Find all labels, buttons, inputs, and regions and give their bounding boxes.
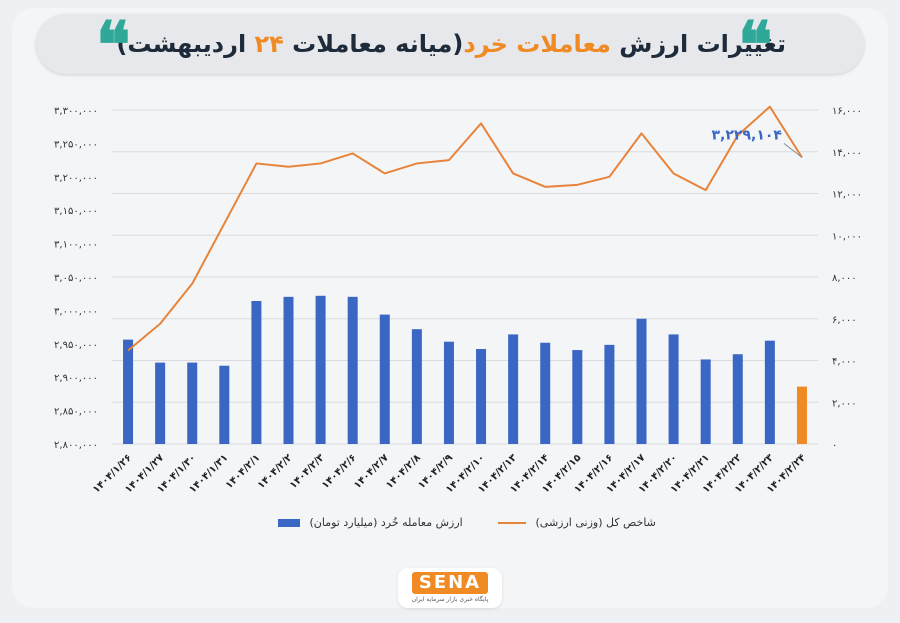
legend-bars-label: ارزش معامله خُرد (میلیارد تومان) bbox=[309, 516, 463, 529]
annotation-leader bbox=[783, 142, 803, 158]
bar bbox=[219, 365, 230, 444]
bar bbox=[476, 349, 487, 444]
tick-label-index-axis: ۳,۰۵۰,۰۰۰ bbox=[54, 273, 98, 284]
tick-label-index-axis: ۲,۹۰۰,۰۰۰ bbox=[54, 373, 98, 384]
tick-label-index-axis: ۳,۲۵۰,۰۰۰ bbox=[54, 139, 98, 150]
logo-subtitle: پایگاه خبری بازار سرمایه ایران bbox=[411, 596, 489, 603]
tick-label-bars-axis: ۰ bbox=[832, 440, 837, 451]
bar bbox=[155, 362, 166, 444]
series-line bbox=[127, 105, 803, 352]
bar bbox=[572, 350, 583, 444]
bar bbox=[668, 334, 679, 444]
sena-logo: SENA پایگاه خبری بازار سرمایه ایران bbox=[398, 568, 502, 608]
legend-bars-swatch bbox=[278, 519, 300, 527]
tick-label-bars-axis: ۱۲,۰۰۰ bbox=[832, 190, 862, 201]
tick-label-index-axis: ۳,۰۰۰,۰۰۰ bbox=[54, 306, 98, 317]
bar bbox=[347, 296, 358, 444]
legend-line-label: شاخص کل (وزنی ارزشی) bbox=[535, 516, 656, 529]
bar bbox=[540, 342, 551, 444]
tick-label-index-axis: ۳,۱۰۰,۰۰۰ bbox=[54, 240, 98, 251]
title-text-2: (میانه معاملات bbox=[283, 30, 464, 58]
quote-close-icon: ❝ bbox=[738, 8, 773, 83]
page-title: تغییرات ارزش معاملات خرد(میانه معاملات ۲… bbox=[116, 30, 786, 58]
tick-label-bars-axis: ۸,۰۰۰ bbox=[832, 273, 857, 284]
bar bbox=[411, 329, 422, 444]
title-highlight-1: معاملات خرد bbox=[463, 30, 611, 58]
annotation-label: ۳,۲۲۹,۱۰۴ bbox=[712, 127, 783, 143]
quote-open-icon: ❝ bbox=[96, 8, 131, 83]
bar bbox=[315, 295, 326, 444]
tick-label-index-axis: ۲,۸۰۰,۰۰۰ bbox=[54, 440, 98, 451]
tick-label-index-axis: ۳,۱۵۰,۰۰۰ bbox=[54, 206, 98, 217]
bar bbox=[700, 359, 711, 444]
bar bbox=[443, 341, 454, 444]
bar bbox=[636, 318, 647, 444]
legend-line-swatch bbox=[498, 522, 526, 524]
tick-label-bars-axis: ۱۰,۰۰۰ bbox=[832, 231, 862, 242]
bar bbox=[604, 344, 615, 444]
bar bbox=[251, 301, 262, 444]
legend-item-bars: ارزش معامله خُرد (میلیارد تومان) bbox=[278, 516, 463, 529]
tick-label-bars-axis: ۴,۰۰۰ bbox=[832, 357, 857, 368]
bar bbox=[123, 339, 134, 444]
bar bbox=[187, 362, 198, 444]
bar bbox=[796, 386, 807, 444]
title-text-3: اردیبهشت) bbox=[116, 30, 255, 58]
logo-word: SENA bbox=[412, 572, 488, 594]
tick-label-bars-axis: ۲,۰۰۰ bbox=[832, 398, 857, 409]
tick-label-index-axis: ۳,۳۰۰,۰۰۰ bbox=[54, 106, 98, 117]
bar bbox=[732, 354, 743, 444]
tick-label-bars-axis: ۶,۰۰۰ bbox=[832, 315, 857, 326]
title-text-1: تغییرات ارزش bbox=[610, 30, 786, 58]
bar bbox=[283, 296, 294, 444]
bar bbox=[508, 334, 519, 444]
tick-label-index-axis: ۳,۲۰۰,۰۰۰ bbox=[54, 173, 98, 184]
chart-card bbox=[12, 8, 888, 608]
tick-label-bars-axis: ۱۴,۰۰۰ bbox=[832, 148, 862, 159]
bar bbox=[764, 340, 775, 444]
title-bar: تغییرات ارزش معاملات خرد(میانه معاملات ۲… bbox=[36, 14, 864, 74]
bar bbox=[379, 314, 390, 444]
tick-label-index-axis: ۲,۸۵۰,۰۰۰ bbox=[54, 407, 98, 418]
legend-item-line: شاخص کل (وزنی ارزشی) bbox=[498, 516, 656, 529]
tick-label-index-axis: ۲,۹۵۰,۰۰۰ bbox=[54, 340, 98, 351]
title-highlight-2: ۲۴ bbox=[254, 30, 284, 58]
tick-label-bars-axis: ۱۶,۰۰۰ bbox=[832, 106, 862, 117]
